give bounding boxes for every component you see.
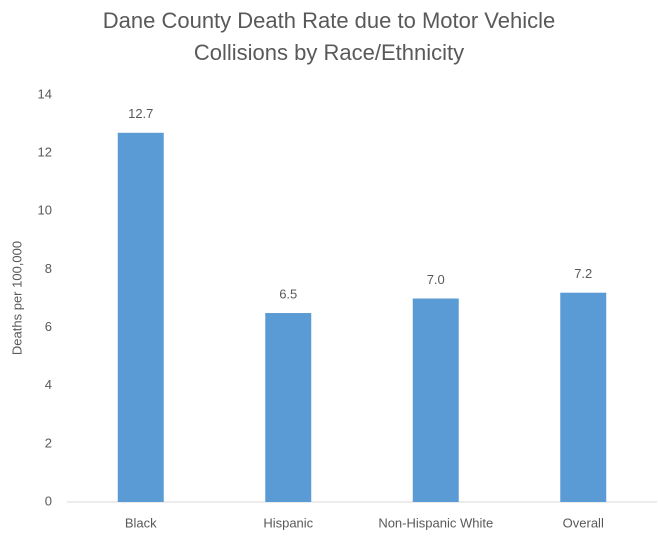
y-tick-label: 2 bbox=[45, 435, 52, 450]
y-tick-label: 0 bbox=[45, 493, 52, 508]
bar bbox=[560, 292, 607, 502]
data-label: 7.0 bbox=[427, 272, 445, 287]
bar bbox=[265, 313, 312, 502]
chart-title: Dane County Death Rate due to Motor Vehi… bbox=[103, 8, 556, 33]
y-tick-label: 14 bbox=[38, 86, 52, 101]
x-tick-label: Overall bbox=[563, 515, 604, 530]
bar bbox=[412, 298, 459, 502]
bar bbox=[117, 132, 164, 503]
chart-title: Collisions by Race/Ethnicity bbox=[194, 40, 464, 65]
y-tick-label: 10 bbox=[38, 203, 52, 218]
y-tick-label: 8 bbox=[45, 261, 52, 276]
y-tick-label: 4 bbox=[45, 377, 52, 392]
data-label: 12.7 bbox=[128, 106, 153, 121]
x-tick-label: Black bbox=[125, 515, 157, 530]
data-label: 7.2 bbox=[574, 266, 592, 281]
y-tick-label: 6 bbox=[45, 319, 52, 334]
x-tick-label: Hispanic bbox=[263, 515, 313, 530]
y-axis-label: Deaths per 100,000 bbox=[9, 241, 24, 355]
x-tick-label: Non-Hispanic White bbox=[378, 515, 493, 530]
y-tick-label: 12 bbox=[38, 145, 52, 160]
data-label: 6.5 bbox=[279, 286, 297, 301]
